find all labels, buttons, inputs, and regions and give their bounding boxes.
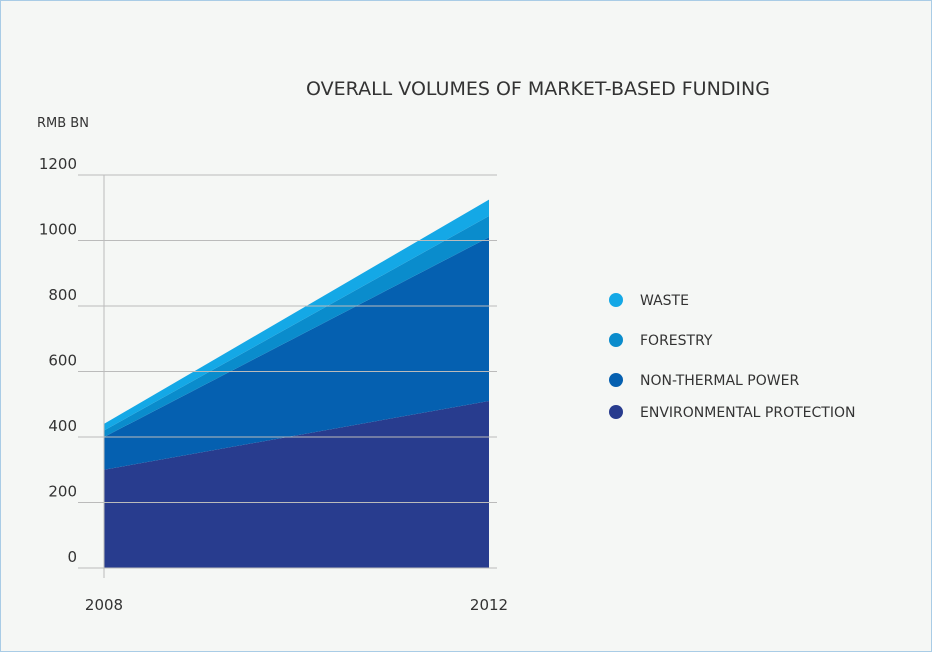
legend-label: WASTE — [640, 293, 689, 309]
area — [104, 199, 489, 431]
x-tick-label: 2008 — [85, 596, 123, 614]
legend-marker — [609, 333, 623, 347]
legend-label: ENVIRONMENTAL PROTECTION — [640, 405, 855, 421]
y-tick-label: 800 — [48, 286, 77, 304]
y-tick-label: 1000 — [39, 221, 77, 239]
chart-title: OVERALL VOLUMES OF MARKET-BASED FUNDING — [306, 78, 770, 100]
legend-label: FORESTRY — [640, 333, 713, 349]
y-tick-label: 1200 — [39, 155, 77, 173]
area — [104, 215, 489, 437]
y-tick-label: 0 — [67, 548, 77, 566]
legend-marker — [609, 405, 623, 419]
legend-marker — [609, 293, 623, 307]
x-tick-label: 2012 — [470, 596, 508, 614]
y-axis-label: RMB BN — [37, 116, 89, 131]
area — [104, 400, 489, 568]
y-tick-label: 400 — [48, 417, 77, 435]
legend-label: NON-THERMAL POWER — [640, 373, 799, 389]
y-tick-label: 600 — [48, 352, 77, 370]
y-tick-label: 200 — [48, 483, 77, 501]
area — [104, 237, 489, 470]
legend-marker — [609, 373, 623, 387]
